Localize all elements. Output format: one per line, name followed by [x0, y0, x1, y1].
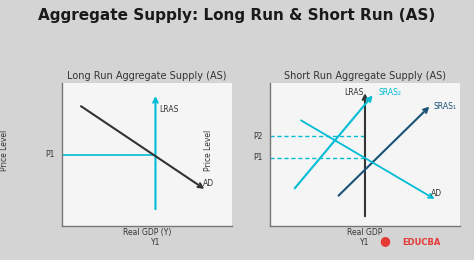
Text: EDUCBA: EDUCBA: [402, 238, 441, 247]
Text: Price Level: Price Level: [204, 130, 213, 171]
Text: ●: ●: [379, 234, 390, 247]
X-axis label: Real GDP (Y): Real GDP (Y): [123, 228, 171, 237]
Text: SRAS₂: SRAS₂: [378, 88, 401, 97]
Title: Long Run Aggregate Supply (AS): Long Run Aggregate Supply (AS): [67, 71, 227, 81]
Text: Y1: Y1: [151, 238, 160, 247]
Text: P1: P1: [253, 153, 263, 162]
Text: Price Level: Price Level: [0, 130, 9, 171]
Text: LRAS: LRAS: [344, 88, 364, 97]
Text: AD: AD: [203, 179, 214, 188]
Text: Aggregate Supply: Long Run & Short Run (AS): Aggregate Supply: Long Run & Short Run (…: [38, 8, 436, 23]
Text: Y1: Y1: [360, 238, 370, 247]
Text: P2: P2: [253, 132, 263, 141]
Text: LRAS: LRAS: [159, 105, 178, 114]
Text: AD: AD: [431, 189, 442, 198]
Text: SRAS₁: SRAS₁: [433, 102, 456, 111]
Text: P1: P1: [46, 150, 55, 159]
Title: Short Run Aggregate Supply (AS): Short Run Aggregate Supply (AS): [284, 71, 446, 81]
X-axis label: Real GDP: Real GDP: [347, 228, 383, 237]
